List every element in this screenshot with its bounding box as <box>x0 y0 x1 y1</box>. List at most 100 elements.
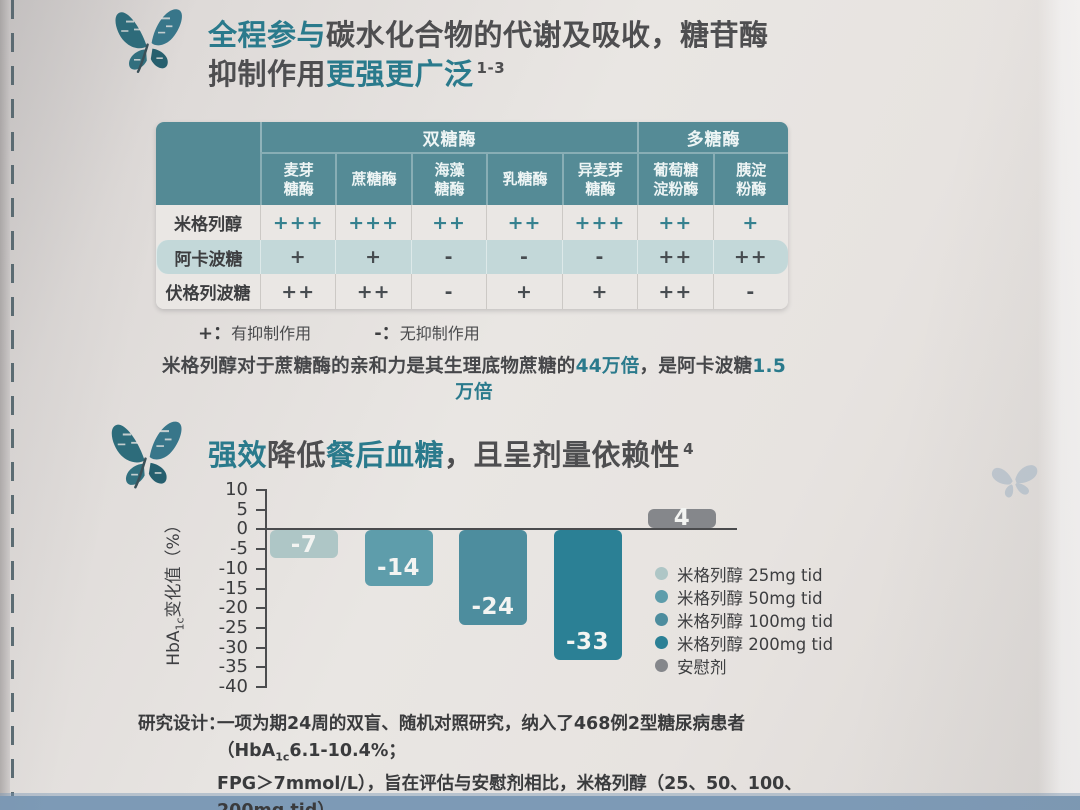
legend-item: 米格列醇 100mg tid <box>655 608 833 631</box>
page-right-edge <box>1038 0 1080 796</box>
y-axis-tick <box>256 508 265 511</box>
chart-legend: 米格列醇 25mg tid 米格列醇 50mg tid 米格列醇 100mg tid… <box>655 562 833 677</box>
y-tick-label: -15 <box>218 577 248 599</box>
group-header-disaccharidase: 双糖酶 <box>260 122 638 152</box>
legend-item: 安慰剂 <box>655 654 833 677</box>
table-corner-cell <box>156 122 260 205</box>
y-axis-tick <box>256 548 265 551</box>
bar-value-label: -7 <box>290 531 318 558</box>
y-tick-label: -40 <box>218 676 248 697</box>
study-design-note: 研究设计： 一项为期24周的双盲、随机对照研究，纳入了468例2型糖尿病患者（H… <box>138 711 838 810</box>
y-tick-label: 0 <box>236 518 248 540</box>
column-header: 蔗糖酶 <box>335 152 411 205</box>
y-axis-tick <box>256 567 265 570</box>
table-cell: + <box>260 240 336 274</box>
table-legend-key: +：有抑制作用 -：无抑制作用 <box>198 319 480 345</box>
table-cell: ++ <box>712 240 788 274</box>
bar-米格列醇 50mg tid: -14 <box>364 530 433 586</box>
enzyme-inhibition-table: 双糖酶 多糖酶 麦芽 糖酶 蔗糖酶 海藻 糖酶 乳糖酶 异麦芽 糖酶 葡萄糖 淀… <box>156 122 788 309</box>
table-cell: ++ <box>335 274 411 309</box>
column-header: 乳糖酶 <box>486 152 562 205</box>
legend-dot <box>655 613 668 626</box>
table-cell: - <box>561 240 638 274</box>
table-cell: - <box>486 240 562 274</box>
y-axis-tick <box>256 489 265 491</box>
section1-title: 全程参与碳水化合物的代谢及吸收，糖苷酶 抑制作用更强更广泛 1-3 <box>208 16 868 99</box>
y-tick-label: 10 <box>225 479 248 500</box>
bar-value-label: 4 <box>673 504 691 531</box>
table-cell: +++ <box>561 205 638 240</box>
butterfly-wordcloud-logo <box>115 9 182 73</box>
y-axis-tick <box>256 607 265 610</box>
table-cell: ++ <box>637 274 713 309</box>
table-cell: + <box>335 240 411 274</box>
legend-dot <box>655 636 668 649</box>
group-header-polysaccharidase: 多糖酶 <box>637 122 788 152</box>
section2-title: 强效降低餐后血糖，且呈剂量依赖性 4 <box>208 438 694 472</box>
reference-superscript: 4 <box>683 440 694 458</box>
study-design-label: 研究设计： <box>138 714 226 734</box>
bar-value-label: -24 <box>471 593 515 620</box>
table-cell: - <box>410 240 487 274</box>
y-tick-label: -30 <box>218 636 248 658</box>
bar-米格列醇 200mg tid: -33 <box>553 530 622 661</box>
hba1c-bar-chart: HbA1c变化值（%） 10 5 0 -5 -10 -15 -20 -25 -30 -35 -40 -… <box>138 478 858 713</box>
y-tick-label: -20 <box>218 597 248 619</box>
fold-dashed-line <box>11 0 14 810</box>
column-header: 海藻 糖酶 <box>410 152 487 205</box>
legend-label: 米格列醇 25mg tid <box>677 565 823 585</box>
reference-superscript: 1-3 <box>476 59 506 77</box>
row-label: 米格列醇 <box>156 205 260 240</box>
column-header: 麦芽 糖酶 <box>260 152 336 205</box>
key-minus: -：无抑制作用 <box>374 323 480 344</box>
legend-label: 安慰剂 <box>677 657 727 677</box>
butterfly-wordcloud-logo <box>111 421 182 489</box>
table-cell: ++ <box>637 205 713 240</box>
legend-dot <box>655 659 668 672</box>
table-cell: ++ <box>637 240 713 274</box>
table-cell: ++ <box>486 205 562 240</box>
legend-dot <box>655 590 668 603</box>
y-axis-tick <box>256 686 265 688</box>
study-line-2: FPG＞7mmol/L），旨在评估与安慰剂相比，米格列醇（25、50、100、2… <box>217 773 802 810</box>
table-cell: ++ <box>410 205 487 240</box>
y-tick-label: -35 <box>218 656 248 678</box>
study-line-1: 一项为期24周的双盲、随机对照研究，纳入了468例2型糖尿病患者（HbA1c6.… <box>217 714 746 764</box>
table-cell: +++ <box>260 205 336 240</box>
table-cell: + <box>561 274 638 309</box>
zero-baseline <box>265 528 737 531</box>
section1-title-line1: 全程参与碳水化合物的代谢及吸收，糖苷酶 <box>208 18 769 52</box>
bar-米格列醇 100mg tid: -24 <box>459 530 527 625</box>
bar-value-label: -14 <box>376 554 421 581</box>
legend-label: 米格列醇 50mg tid <box>677 588 823 608</box>
y-axis-tick <box>256 626 265 629</box>
table-cell: ++ <box>260 274 336 309</box>
bar-value-label: -33 <box>565 629 610 656</box>
column-header: 胰淀 粉酶 <box>712 152 788 205</box>
affinity-note: 米格列醇对于蔗糖酶的亲和力是其生理底物蔗糖的44万倍，是阿卡波糖1.5万倍 <box>161 356 787 403</box>
y-axis-tick <box>256 587 265 590</box>
row-label: 伏格列波糖 <box>156 274 260 309</box>
table-cell: - <box>712 274 788 309</box>
bar-米格列醇 25mg tid: -7 <box>270 530 338 558</box>
table-cell: - <box>410 274 487 309</box>
row-label: 阿卡波糖 <box>156 240 260 274</box>
table-surface-below-page <box>0 793 1080 810</box>
table-cell: +++ <box>335 205 411 240</box>
legend-label: 米格列醇 100mg tid <box>677 611 834 631</box>
column-header: 葡萄糖 淀粉酶 <box>637 152 713 205</box>
y-axis-tick <box>256 528 265 531</box>
study-design-text: 一项为期24周的双盲、随机对照研究，纳入了468例2型糖尿病患者（HbA1c6.… <box>217 711 838 810</box>
y-tick-label: 5 <box>236 498 248 520</box>
y-tick-label: -5 <box>230 538 248 560</box>
legend-item: 米格列醇 25mg tid <box>655 562 833 585</box>
y-tick-label: -25 <box>218 616 248 638</box>
butterfly-watermark <box>991 465 1038 498</box>
page-left-edge <box>0 0 10 810</box>
y-axis-line <box>265 489 267 688</box>
legend-item: 米格列醇 50mg tid <box>655 585 833 608</box>
y-axis-tick <box>256 646 265 649</box>
legend-item: 米格列醇 200mg tid <box>655 631 833 654</box>
column-header: 异麦芽 糖酶 <box>561 152 638 205</box>
